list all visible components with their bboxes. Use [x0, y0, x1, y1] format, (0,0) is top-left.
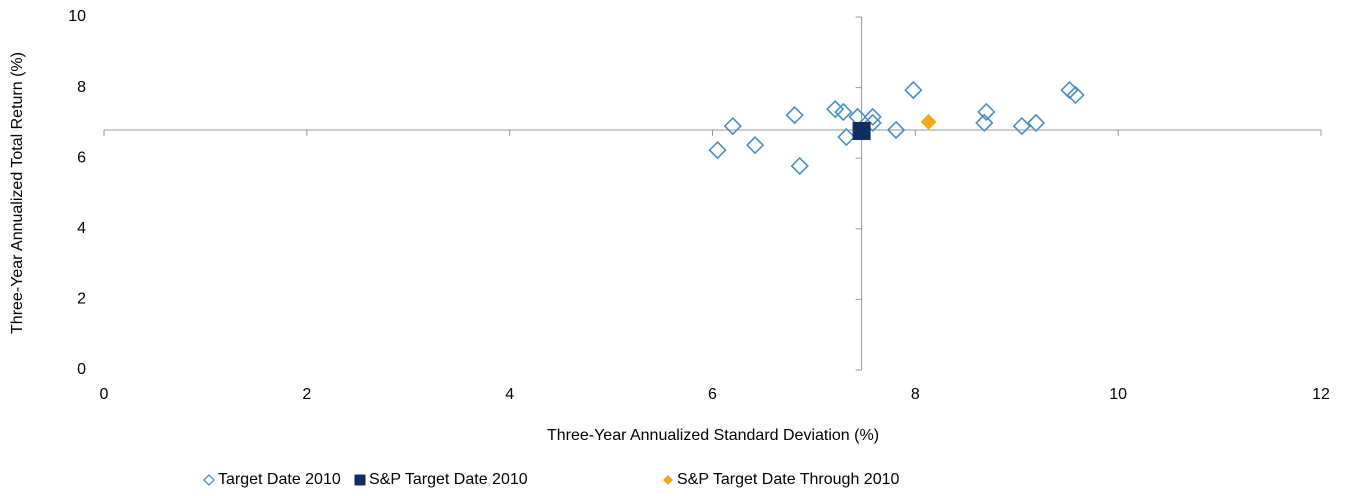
x-tick-label: 10: [1109, 386, 1127, 403]
point: [904, 80, 923, 100]
point: [975, 113, 994, 133]
point: [1066, 85, 1085, 105]
legend-label: Target Date 2010: [218, 471, 341, 488]
legend-marker: [663, 475, 673, 485]
point: [745, 136, 765, 155]
x-tick-label: 12: [1312, 386, 1330, 403]
point: [863, 113, 882, 133]
legend-label: S&P Target Date 2010: [369, 471, 528, 488]
y-axis-label: Three-Year Annualized Total Return (%): [9, 52, 26, 334]
x-tick-label: 6: [708, 386, 717, 403]
point: [790, 156, 809, 176]
y-tick-label: 8: [77, 79, 86, 96]
x-tick-label: 4: [505, 386, 514, 403]
point: [920, 113, 937, 130]
x-tick-label: 8: [911, 386, 920, 403]
y-tick-label: 10: [68, 8, 86, 25]
point: [785, 106, 804, 125]
point: [1026, 113, 1046, 133]
y-tick-label: 0: [77, 361, 86, 378]
point: [852, 122, 871, 141]
point: [1012, 116, 1031, 136]
legend-marker: [354, 474, 366, 486]
y-tick-label: 4: [77, 220, 86, 237]
point: [886, 120, 906, 140]
y-tick-label: 6: [77, 149, 86, 166]
x-tick-label: 0: [100, 386, 109, 403]
point: [723, 116, 742, 136]
x-tick-label: 2: [302, 386, 311, 403]
x-axis-label: Three-Year Annualized Standard Deviation…: [547, 427, 879, 444]
legend-label: S&P Target Date Through 2010: [677, 471, 899, 488]
point: [708, 140, 727, 160]
y-tick-label: 2: [77, 291, 86, 308]
point: [863, 107, 882, 127]
point: [834, 102, 853, 122]
point: [826, 100, 845, 119]
legend-marker: [203, 474, 215, 486]
point: [1060, 80, 1079, 100]
point: [837, 127, 856, 147]
point: [977, 102, 996, 122]
